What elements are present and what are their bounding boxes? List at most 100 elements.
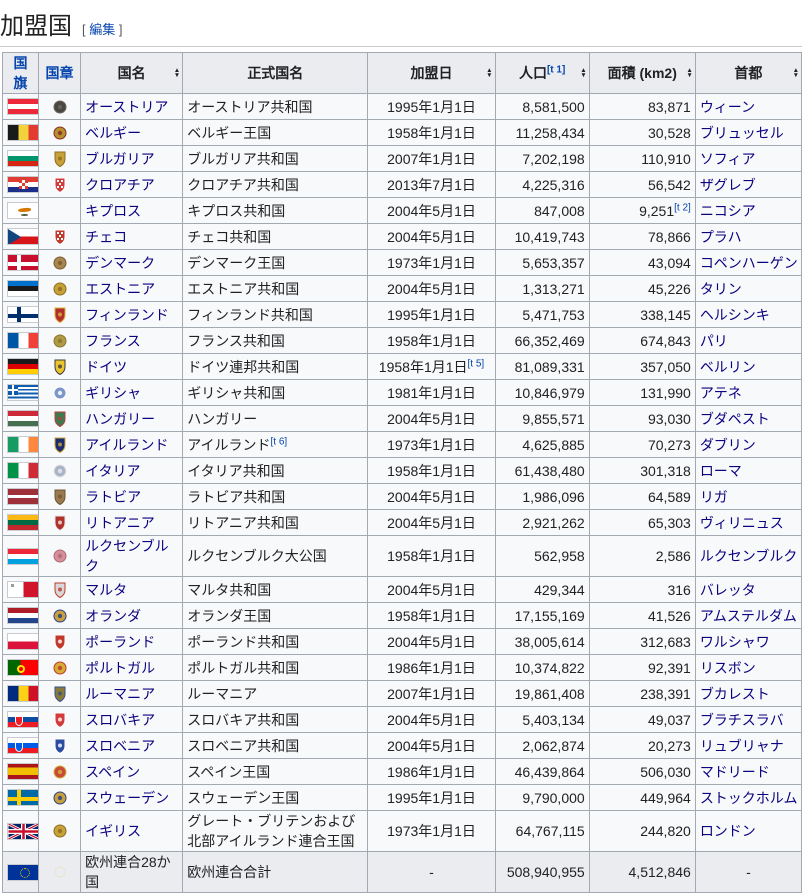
column-label-coat[interactable]: 国章 bbox=[45, 65, 74, 81]
coat-of-arms-croatia[interactable] bbox=[52, 176, 68, 194]
country-link-belgium[interactable]: ベルギー bbox=[85, 124, 142, 141]
flag-cyprus[interactable] bbox=[7, 202, 38, 219]
coat-of-arms-italy[interactable] bbox=[52, 462, 68, 480]
coat-of-arms-portugal[interactable] bbox=[52, 659, 68, 677]
column-header-capital[interactable]: 首都 ▲ ▼ bbox=[694, 52, 802, 94]
capital-link-slovakia[interactable]: ブラチスラバ bbox=[699, 711, 784, 728]
coat-of-arms-luxembourg[interactable] bbox=[52, 547, 68, 565]
column-header-population[interactable]: 人口[t 1] ▲ ▼ bbox=[494, 52, 590, 94]
country-link-bulgaria[interactable]: ブルガリア bbox=[85, 150, 155, 167]
capital-link-luxembourg[interactable]: ルクセンブルク bbox=[699, 548, 798, 564]
capital-link-estonia[interactable]: タリン bbox=[699, 280, 742, 297]
country-link-austria[interactable]: オーストリア bbox=[85, 98, 169, 115]
flag-france[interactable] bbox=[7, 332, 38, 349]
capital-link-denmark[interactable]: コペンハーゲン bbox=[699, 254, 798, 271]
flag-lithuania[interactable] bbox=[7, 514, 38, 531]
column-header-name[interactable]: 国名 ▲ ▼ bbox=[80, 52, 184, 94]
capital-link-italy[interactable]: ローマ bbox=[699, 462, 742, 479]
coat-of-arms-latvia[interactable] bbox=[52, 488, 68, 506]
country-link-croatia[interactable]: クロアチア bbox=[85, 176, 155, 193]
capital-link-germany[interactable]: ベルリン bbox=[699, 358, 756, 375]
capital-link-ireland[interactable]: ダブリン bbox=[699, 436, 756, 453]
capital-link-cyprus[interactable]: ニコシア bbox=[699, 202, 756, 219]
flag-malta[interactable] bbox=[7, 581, 38, 598]
flag-spain[interactable] bbox=[7, 763, 38, 780]
flag-romania[interactable] bbox=[7, 685, 38, 702]
capital-link-sweden[interactable]: ストックホルム bbox=[699, 789, 798, 806]
country-link-estonia[interactable]: エストニア bbox=[85, 280, 156, 297]
country-link-spain[interactable]: スペイン bbox=[85, 763, 141, 780]
country-link-malta[interactable]: マルタ bbox=[85, 581, 128, 598]
sort-icon-population[interactable]: ▲ ▼ bbox=[580, 67, 587, 79]
flag-croatia[interactable] bbox=[7, 176, 38, 193]
coat-of-arms-germany[interactable] bbox=[52, 358, 68, 376]
capital-link-greece[interactable]: アテネ bbox=[699, 384, 742, 401]
capital-link-bulgaria[interactable]: ソフィア bbox=[699, 150, 756, 167]
country-link-germany[interactable]: ドイツ bbox=[85, 358, 128, 375]
capital-link-hungary[interactable]: ブダペスト bbox=[699, 410, 770, 427]
column-header-date[interactable]: 加盟日 ▲ ▼ bbox=[367, 52, 496, 94]
capital-link-slovenia[interactable]: リュブリャナ bbox=[699, 737, 784, 754]
flag-luxembourg[interactable] bbox=[7, 547, 38, 565]
country-link-hungary[interactable]: ハンガリー bbox=[85, 410, 156, 427]
sort-icon-date[interactable]: ▲ ▼ bbox=[486, 67, 493, 79]
edit-link[interactable]: 編集 bbox=[89, 22, 116, 37]
coat-of-arms-spain[interactable] bbox=[52, 763, 68, 781]
coat-of-arms-hungary[interactable] bbox=[52, 410, 68, 428]
flag-portugal[interactable] bbox=[7, 659, 38, 676]
country-link-uk[interactable]: イギリス bbox=[85, 823, 142, 839]
flag-belgium[interactable] bbox=[7, 124, 38, 141]
capital-link-uk[interactable]: ロンドン bbox=[699, 823, 756, 839]
coat-of-arms-malta[interactable] bbox=[52, 581, 68, 599]
country-link-slovenia[interactable]: スロベニア bbox=[85, 737, 156, 754]
flag-bulgaria[interactable] bbox=[7, 150, 38, 167]
coat-of-arms-slovakia[interactable] bbox=[52, 711, 68, 729]
flag-italy[interactable] bbox=[7, 462, 38, 479]
capital-link-belgium[interactable]: ブリュッセル bbox=[699, 124, 784, 141]
column-label-flag[interactable]: 国旗 bbox=[13, 55, 28, 91]
sort-icon-name[interactable]: ▲ ▼ bbox=[173, 67, 181, 79]
footnote-link-ireland[interactable]: [t 6] bbox=[270, 435, 288, 447]
coat-of-arms-eu-total[interactable] bbox=[52, 863, 68, 881]
capital-link-croatia[interactable]: ザグレブ bbox=[699, 176, 756, 193]
coat-of-arms-romania[interactable] bbox=[52, 685, 68, 703]
country-link-romania[interactable]: ルーマニア bbox=[85, 685, 156, 702]
flag-latvia[interactable] bbox=[7, 488, 38, 505]
flag-estonia[interactable] bbox=[7, 280, 38, 297]
coat-of-arms-finland[interactable] bbox=[52, 306, 68, 324]
country-link-ireland[interactable]: アイルランド bbox=[85, 436, 169, 453]
capital-link-poland[interactable]: ワルシャワ bbox=[699, 633, 770, 650]
flag-finland[interactable] bbox=[7, 306, 38, 323]
coat-of-arms-ireland[interactable] bbox=[52, 436, 68, 454]
country-link-lithuania[interactable]: リトアニア bbox=[85, 514, 155, 531]
coat-of-arms-czech[interactable] bbox=[52, 228, 68, 246]
flag-poland[interactable] bbox=[7, 633, 38, 650]
country-link-france[interactable]: フランス bbox=[85, 332, 141, 349]
country-link-italy[interactable]: イタリア bbox=[85, 462, 141, 479]
flag-germany[interactable] bbox=[7, 358, 38, 375]
country-link-poland[interactable]: ポーランド bbox=[85, 633, 156, 650]
footnote-link-germany[interactable]: [t 5] bbox=[467, 357, 485, 369]
coat-of-arms-uk[interactable] bbox=[52, 822, 68, 840]
coat-of-arms-sweden[interactable] bbox=[52, 789, 68, 807]
flag-denmark[interactable] bbox=[7, 254, 38, 271]
footnote-link-cyprus[interactable]: [t 2] bbox=[674, 201, 691, 213]
sort-icon-area[interactable]: ▲ ▼ bbox=[686, 67, 693, 79]
flag-czech[interactable] bbox=[7, 228, 38, 245]
country-link-slovakia[interactable]: スロバキア bbox=[85, 711, 156, 728]
capital-link-latvia[interactable]: リガ bbox=[699, 488, 728, 505]
coat-of-arms-belgium[interactable] bbox=[52, 124, 68, 142]
coat-of-arms-bulgaria[interactable] bbox=[52, 150, 68, 168]
flag-slovenia[interactable] bbox=[7, 737, 38, 754]
flag-uk[interactable] bbox=[7, 822, 38, 840]
coat-of-arms-france[interactable] bbox=[52, 332, 68, 350]
capital-link-netherlands[interactable]: アムステルダム bbox=[699, 607, 797, 624]
capital-link-portugal[interactable]: リスボン bbox=[699, 659, 756, 676]
coat-of-arms-netherlands[interactable] bbox=[52, 607, 68, 625]
flag-greece[interactable] bbox=[7, 384, 38, 401]
country-link-netherlands[interactable]: オランダ bbox=[85, 607, 142, 624]
sort-icon-capital[interactable]: ▲ ▼ bbox=[792, 67, 799, 79]
country-link-cyprus[interactable]: キプロス bbox=[85, 202, 142, 219]
flag-sweden[interactable] bbox=[7, 789, 38, 806]
column-header-area[interactable]: 面積 (km2) ▲ ▼ bbox=[588, 52, 696, 94]
